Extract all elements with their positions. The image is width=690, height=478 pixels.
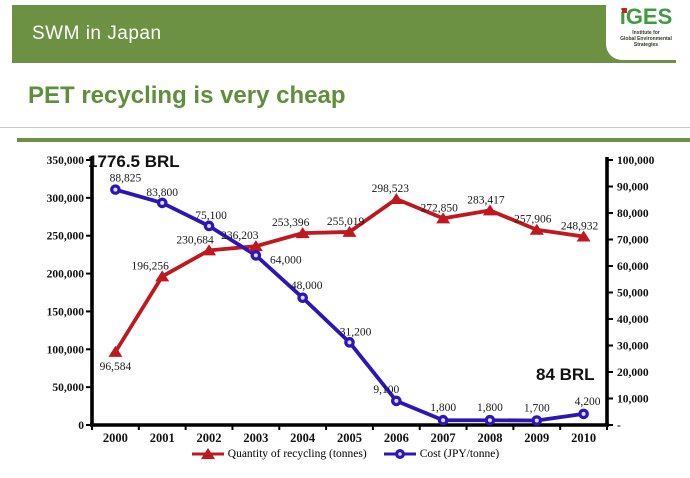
quantity-data-marker [155, 270, 170, 282]
right-axis-tick-label: 20,000 [617, 367, 649, 379]
cost-data-marker-center [581, 411, 586, 416]
cost-data-marker-center [441, 418, 446, 423]
data-point-label: 4,200 [575, 396, 601, 408]
data-point-label: 88,825 [110, 173, 142, 185]
data-point-label: 83,800 [146, 187, 178, 199]
iges-logo: iGES Institute for Global Environmental … [606, 0, 686, 60]
data-point-label: 64,000 [270, 254, 302, 266]
data-point-label: 298,523 [372, 183, 410, 195]
annotation-text: 1776.5 BRL [88, 152, 180, 171]
legend-label-quantity: Quantity of recycling (tonnes) [227, 448, 367, 460]
data-point-label: 236,203 [221, 230, 259, 242]
left-axis-tick-label: 100,000 [47, 344, 85, 356]
data-point-label: 253,396 [272, 217, 310, 229]
cost-data-marker-center [207, 223, 212, 228]
x-axis-tick-label: 2009 [524, 431, 549, 445]
x-axis-tick-label: 2003 [243, 431, 268, 445]
cost-data-marker-center [394, 398, 399, 403]
right-axis-tick-label: 50,000 [617, 288, 649, 300]
legend-label-cost: Cost (JPY/tonne) [419, 448, 500, 460]
data-point-label: 96,584 [100, 361, 132, 373]
quantity-data-marker [436, 212, 451, 224]
right-axis-tick-label: 30,000 [617, 341, 649, 353]
logo-subtext-line: Institute for [632, 30, 660, 36]
quantity-data-marker [248, 240, 263, 252]
right-axis-tick-label: 90,000 [617, 182, 649, 194]
cost-data-marker-center [534, 418, 539, 423]
data-point-label: 248,932 [561, 221, 599, 233]
right-axis-tick-label: 60,000 [617, 261, 649, 273]
data-point-label: 1,800 [430, 402, 456, 414]
divider-green-rule [17, 138, 690, 142]
cost-data-marker-center [487, 418, 492, 423]
legend-item-quantity: Quantity of recycling (tonnes) [191, 448, 367, 460]
quantity-data-marker [295, 227, 310, 239]
cost-data-marker-center [300, 295, 305, 300]
data-point-label: 1,700 [524, 402, 550, 414]
right-axis-tick-label: 40,000 [617, 314, 649, 326]
data-point-label: 257,906 [514, 214, 552, 226]
left-axis-tick-label: 200,000 [47, 269, 85, 281]
data-point-label: 1,800 [477, 402, 503, 414]
x-axis-tick-label: 2007 [431, 431, 456, 445]
iges-logo-text: iGES [620, 6, 673, 28]
data-point-label: 48,000 [291, 280, 323, 292]
right-axis-tick-label: 70,000 [617, 235, 649, 247]
x-axis-tick-label: 2005 [337, 431, 362, 445]
left-axis-tick-label: 300,000 [47, 193, 85, 205]
x-axis-tick-label: 2001 [150, 431, 175, 445]
left-axis-tick-label: 0 [78, 420, 84, 432]
right-axis-tick-label: 80,000 [617, 208, 649, 220]
cost-data-marker-center [347, 340, 352, 345]
quantity-data-marker [108, 345, 123, 357]
x-axis-tick-label: 2008 [477, 431, 502, 445]
left-axis-tick-label: 350,000 [47, 155, 85, 167]
left-axis-tick-label: 150,000 [47, 306, 85, 318]
annotation-text: 84 BRL [536, 365, 595, 384]
quantity-data-marker [482, 204, 497, 216]
data-point-label: 9,100 [373, 384, 399, 396]
data-point-label: 272,850 [420, 202, 458, 214]
data-point-label: 255,019 [327, 216, 365, 228]
header-bar: SWM in Japan [12, 5, 676, 63]
logo-subtext-line: Strategies [633, 42, 659, 48]
data-point-label: 196,256 [132, 260, 170, 272]
quantity-data-marker [576, 230, 591, 242]
page-title: PET recycling is very cheap [28, 82, 346, 109]
quantity-data-marker [202, 244, 217, 256]
cost-data-marker-center [253, 253, 258, 258]
left-axis-tick-label: 250,000 [47, 231, 85, 243]
logo-subtext-line: Global Environmental [620, 36, 672, 42]
data-point-label: 230,684 [176, 234, 214, 246]
left-axis-tick-label: 50,000 [52, 382, 84, 394]
legend-marker-cost-icon [383, 448, 417, 460]
iges-logo-letters: iGES [619, 4, 673, 29]
header-title: SWM in Japan [32, 23, 162, 44]
legend-item-cost: Cost (JPY/tonne) [383, 448, 500, 460]
cost-data-marker-center [160, 200, 165, 205]
quantity-data-marker [389, 192, 404, 204]
right-axis-tick-label: - [617, 420, 621, 432]
divider-hairline [0, 127, 690, 128]
x-axis-tick-label: 2004 [290, 431, 316, 445]
data-point-label: 283,417 [467, 194, 505, 206]
right-axis-tick-label: 100,000 [617, 155, 655, 167]
chart-canvas: 0 50,000 100,000 150,000 200,000 250,000 300,0… [47, 152, 655, 445]
x-axis-tick-label: 2010 [571, 431, 596, 445]
data-point-label: 75,100 [195, 210, 227, 222]
iges-logo-subtext: Institute for Global Environmental Strat… [606, 30, 686, 48]
chart-legend: Quantity of recycling (tonnes) Cost (JPY… [0, 448, 690, 460]
data-point-label: 31,200 [340, 326, 372, 338]
x-axis-tick-label: 2002 [197, 431, 222, 445]
iges-logo-red-dot-icon [621, 8, 627, 13]
x-axis-tick-label: 2000 [103, 431, 128, 445]
legend-marker-quantity-icon [191, 448, 225, 460]
x-axis-tick-label: 2006 [384, 431, 409, 445]
quantity-data-marker [342, 225, 357, 237]
cost-data-marker-center [113, 187, 118, 192]
right-axis-tick-label: 10,000 [617, 394, 649, 406]
quantity-data-marker [529, 223, 544, 235]
